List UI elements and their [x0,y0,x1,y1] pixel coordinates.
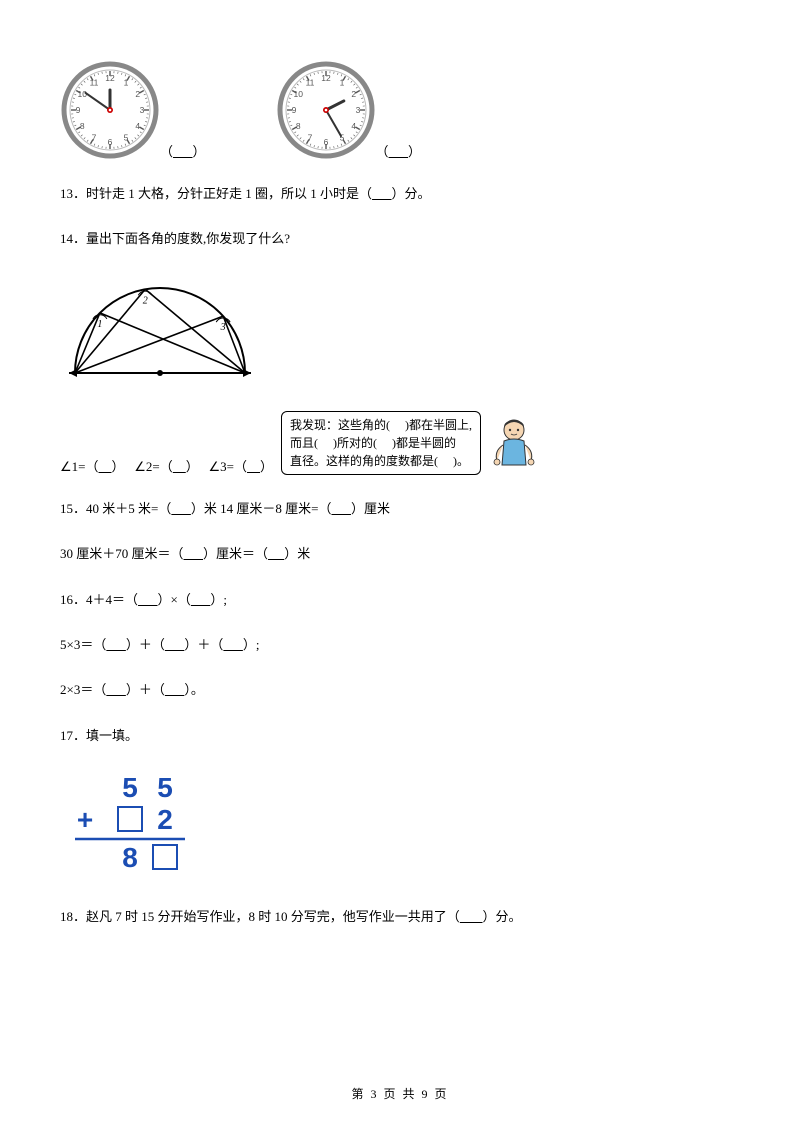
angles-and-callout: ∠1=（ ） ∠2=（ ） ∠3=（ ） 我发现：这些角的( )都在半圆上, 而… [60,411,740,475]
svg-text:9: 9 [76,105,81,115]
question-18: 18．赵凡 7 时 15 分开始写作业，8 时 10 分写完，他写作业一共用了（… [60,905,740,928]
svg-text:7: 7 [307,133,312,143]
svg-text:4: 4 [351,121,356,131]
svg-text:6: 6 [323,137,328,147]
clock-1: 121234567891011 [60,60,160,160]
svg-text:1: 1 [97,319,102,330]
svg-text:8: 8 [295,121,300,131]
question-15b: 30 厘米＋70 厘米＝（ ）厘米＝（ ）米 [60,542,740,565]
svg-text:7: 7 [92,133,97,143]
discovery-callout: 我发现：这些角的( )都在半圆上, 而且( )所对的( )都是半圆的 直径。这样… [281,411,481,475]
svg-text:5: 5 [124,133,129,143]
svg-text:12: 12 [321,73,331,83]
semicircle-figure: 1 2 3 [60,273,260,383]
teacher-icon [489,415,544,475]
svg-text:2: 2 [351,89,356,99]
svg-text:1: 1 [124,77,129,87]
svg-text:11: 11 [305,77,314,87]
svg-text:8: 8 [80,121,85,131]
clock-2-block: 121234567891011 （ ） [276,60,422,160]
clock-1-block: 121234567891011 （ ） [60,60,206,160]
svg-text:2: 2 [143,295,148,306]
question-14: 14．量出下面各角的度数,你发现了什么? [60,227,740,250]
question-16c: 2×3＝（ ）＋（ ）。 [60,678,740,701]
question-13: 13．时针走 1 大格，分针正好走 1 圈，所以 1 小时是（ ）分。 [60,182,740,205]
svg-text:11: 11 [90,77,99,87]
svg-text:6: 6 [108,137,113,147]
svg-text:5: 5 [122,772,138,803]
clock-1-label: （ ） [160,141,206,160]
page-content: 121234567891011 （ ） 121234567891011 （ ） … [0,0,800,929]
svg-text:12: 12 [105,73,115,83]
clock-2-label: （ ） [376,141,422,160]
svg-text:3: 3 [140,105,145,115]
addition-figure: 55 +28 [60,769,220,879]
question-17: 17．填一填。 [60,724,740,747]
page-footer: 第 3 页 共 9 页 [0,1085,800,1102]
question-16b: 5×3＝（ ）＋（ ）＋（ ）; [60,633,740,656]
svg-text:3: 3 [355,105,360,115]
question-16: 16．4＋4＝（ ）×（ ）; [60,588,740,611]
svg-text:8: 8 [122,842,138,873]
svg-text:4: 4 [135,121,140,131]
svg-text:1: 1 [339,77,344,87]
svg-text:+: + [77,804,93,835]
svg-text:5: 5 [157,772,173,803]
clocks-row: 121234567891011 （ ） 121234567891011 （ ） [60,60,740,160]
svg-text:2: 2 [135,89,140,99]
svg-text:3: 3 [220,322,226,333]
svg-text:2: 2 [157,804,173,835]
clock-2: 121234567891011 [276,60,376,160]
svg-text:10: 10 [293,89,303,99]
svg-text:9: 9 [291,105,296,115]
angles-equalities: ∠1=（ ） ∠2=（ ） ∠3=（ ） [60,456,273,475]
question-15: 15．40 米＋5 米=（ ）米 14 厘米－8 厘米=（ ）厘米 [60,497,740,520]
